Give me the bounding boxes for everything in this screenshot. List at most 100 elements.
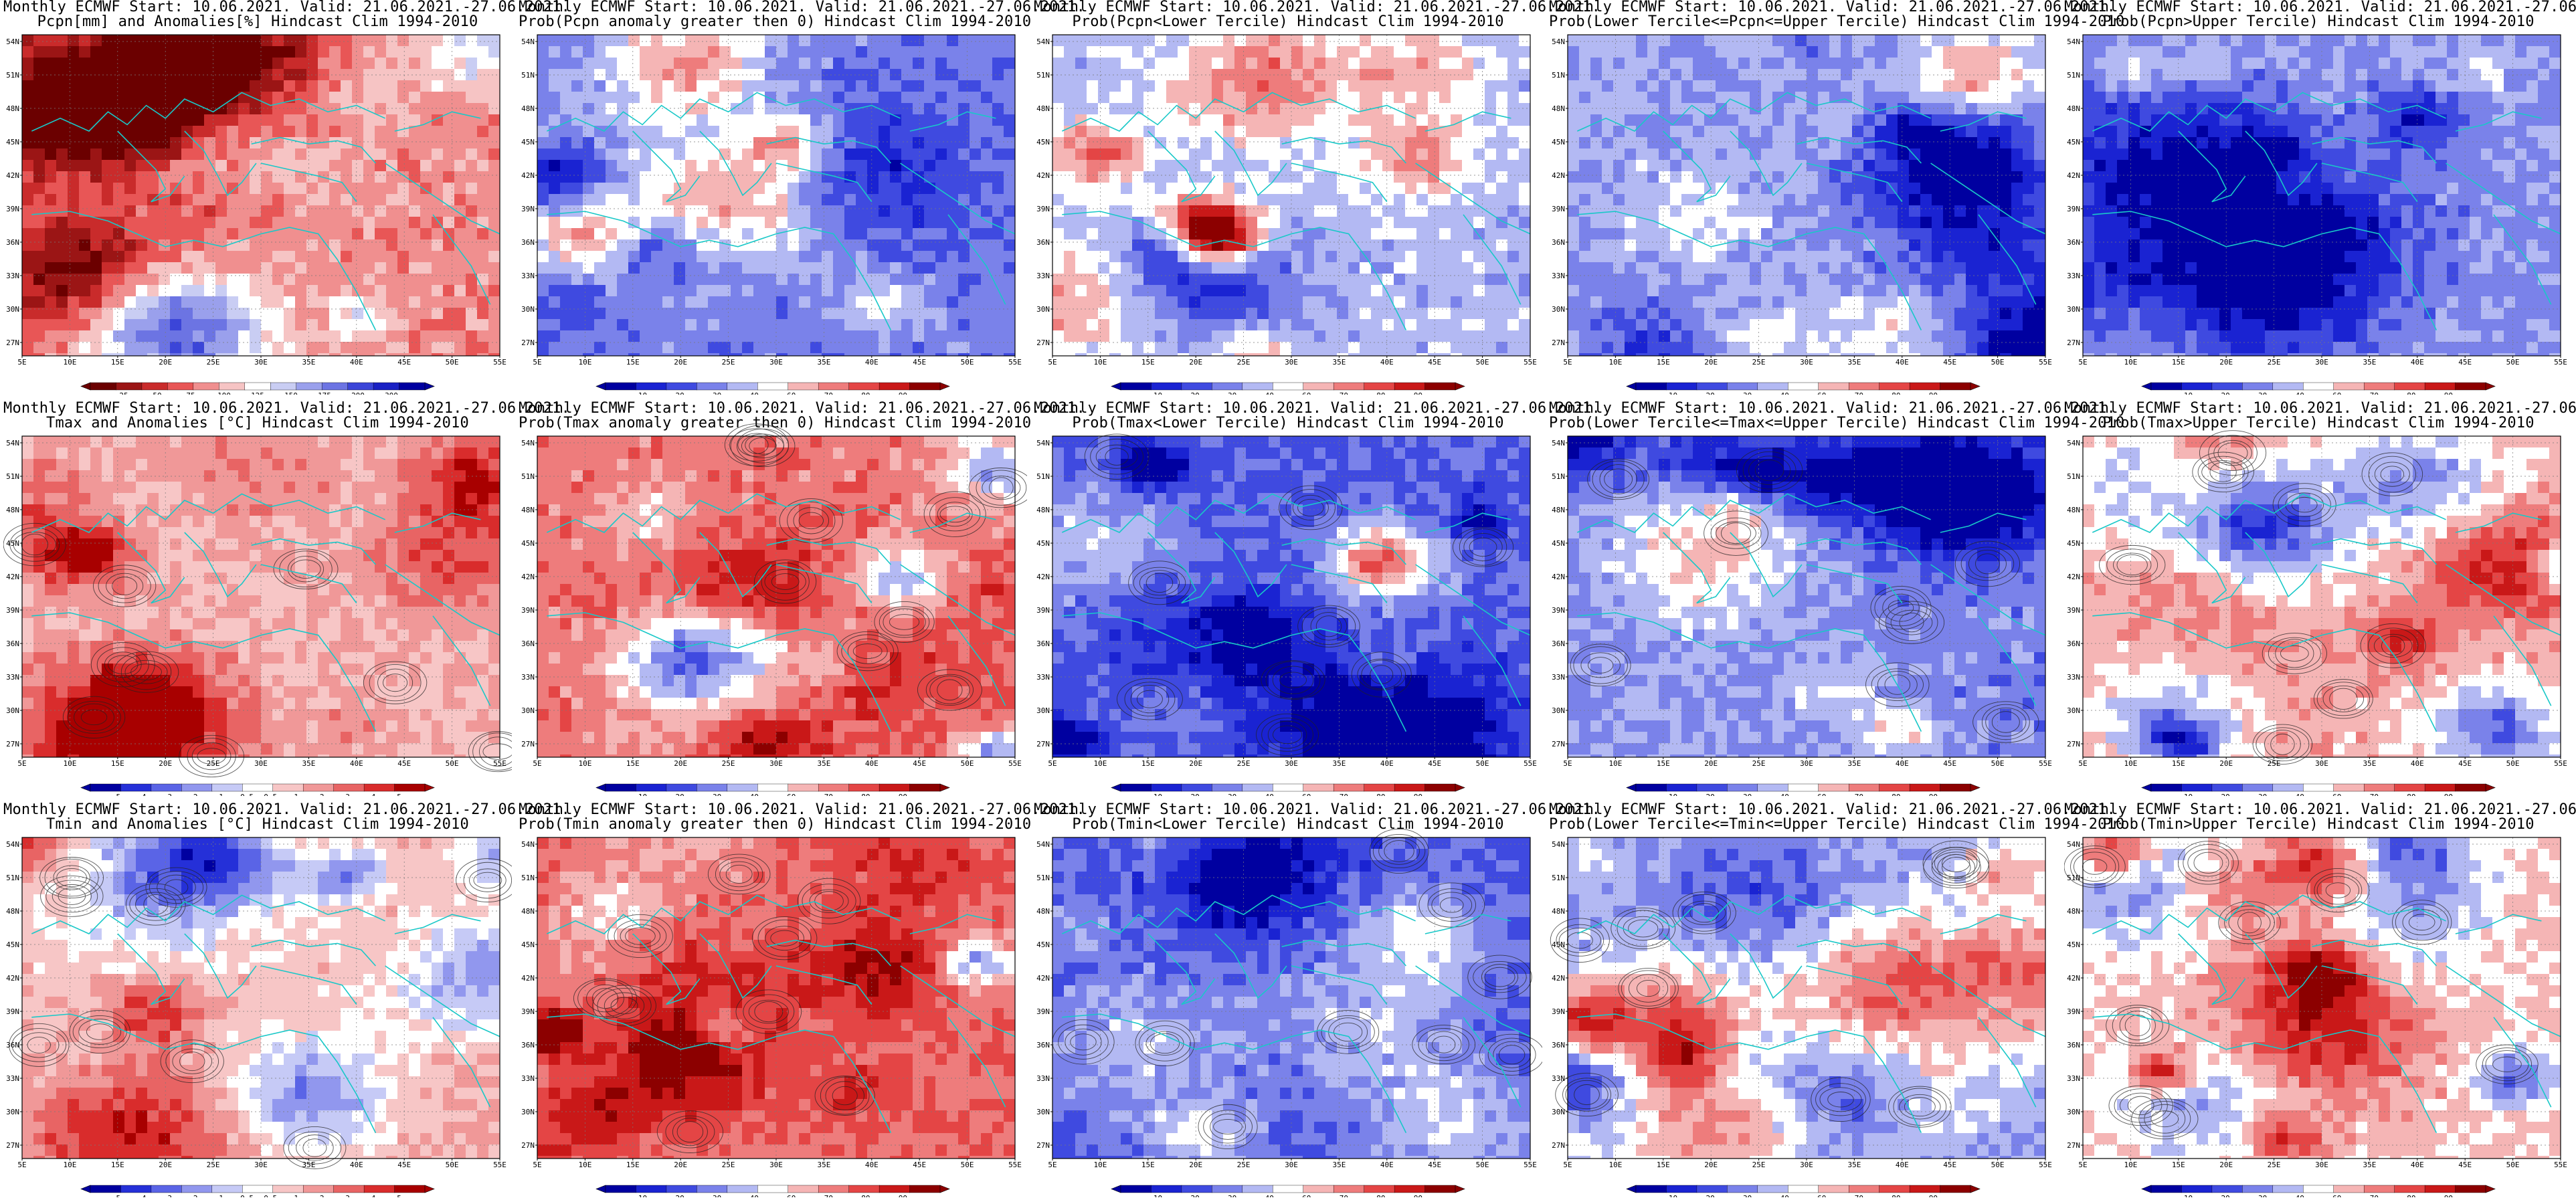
map-grid-cell <box>1496 330 1508 342</box>
map-grid-cell <box>1841 58 1853 70</box>
map-grid-cell <box>765 239 777 252</box>
map-grid-cell <box>1829 217 1841 229</box>
map-grid-cell <box>742 148 754 161</box>
map-grid-cell <box>901 262 913 274</box>
map-grid-cell <box>1246 274 1258 286</box>
map-grid-cell <box>1394 114 1406 126</box>
map-grid-cell <box>1189 160 1201 172</box>
map-grid-cell <box>375 35 387 47</box>
map-grid-cell <box>79 148 91 161</box>
map-grid-cell <box>136 251 148 263</box>
map-grid-cell <box>571 274 583 286</box>
map-grid-cell <box>571 205 583 217</box>
map-grid-cell <box>674 330 686 342</box>
map-grid-cell <box>970 308 982 320</box>
map-grid-cell <box>856 194 868 206</box>
map-grid-cell <box>1325 160 1338 172</box>
map-grid-cell <box>204 69 216 81</box>
map-grid-cell <box>397 262 409 274</box>
map-grid-cell <box>2023 239 2035 252</box>
map-grid-cell <box>454 217 466 229</box>
map-grid-cell <box>560 126 572 138</box>
map-grid-cell <box>765 92 777 104</box>
map-grid-cell <box>992 239 1004 252</box>
map-grid-cell <box>844 137 856 149</box>
map-grid-cell <box>685 46 697 58</box>
map-grid-cell <box>856 319 868 331</box>
map-grid-cell <box>1291 217 1303 229</box>
map-grid-cell <box>1636 171 1648 183</box>
map-grid-cell <box>238 274 250 286</box>
map-grid-cell <box>1943 330 1955 342</box>
map-grid-cell <box>1841 103 1853 115</box>
map-grid-cell <box>1314 58 1326 70</box>
map-grid-cell <box>1761 137 1773 149</box>
map-grid-cell <box>1625 251 1637 263</box>
map-grid-cell <box>306 183 318 195</box>
map-grid-cell <box>1280 148 1292 161</box>
map-grid-cell <box>113 251 125 263</box>
map-grid-cell <box>594 353 606 356</box>
map-grid-cell <box>386 239 398 252</box>
map-grid-cell <box>1818 239 1830 252</box>
map-grid-cell <box>1863 296 1875 308</box>
map-grid-cell <box>901 353 913 356</box>
map-grid-cell <box>879 251 891 263</box>
map-grid-cell <box>1579 46 1591 58</box>
map-grid-cell <box>488 103 500 115</box>
map-grid-cell <box>1943 46 1955 58</box>
map-grid-cell <box>375 228 387 240</box>
map-grid-cell <box>822 353 834 356</box>
map-grid-cell <box>628 228 640 240</box>
map-grid-cell <box>1291 148 1303 161</box>
map-grid-cell <box>685 92 697 104</box>
map-grid-cell <box>1989 319 2001 331</box>
map-grid-cell <box>1579 251 1591 263</box>
map-grid-cell <box>606 239 618 252</box>
map-grid-cell <box>2011 194 2023 206</box>
map-grid-cell <box>181 205 193 217</box>
map-grid-cell <box>1966 137 1978 149</box>
map-grid-cell <box>1636 274 1648 286</box>
map-grid-cell <box>250 92 262 104</box>
map-grid-cell <box>1670 103 1682 115</box>
map-grid-cell <box>193 262 205 274</box>
map-grid-cell <box>1507 251 1520 263</box>
map-grid-cell <box>970 58 982 70</box>
map-grid-cell <box>1155 137 1167 149</box>
map-grid-cell <box>1143 285 1156 297</box>
map-grid-cell <box>306 251 318 263</box>
map-grid-cell <box>1451 262 1463 274</box>
map-grid-cell <box>1852 262 1864 274</box>
map-grid-cell <box>1269 137 1281 149</box>
map-grid-cell <box>215 239 227 252</box>
map-grid-cell <box>1636 137 1648 149</box>
map-grid-cell <box>1394 262 1406 274</box>
map-grid-cell <box>1246 194 1258 206</box>
map-grid-cell <box>1519 126 1530 138</box>
map-grid-cell <box>1954 296 1966 308</box>
map-grid-cell <box>628 308 640 320</box>
map-grid-cell <box>193 183 205 195</box>
map-grid-cell <box>890 308 902 320</box>
colorbar-label: 60 <box>1302 391 1311 395</box>
map-grid-cell <box>628 319 640 331</box>
map-grid-cell <box>1829 262 1841 274</box>
lon-tick-label: 35E <box>302 358 315 367</box>
map-grid-cell <box>1098 103 1110 115</box>
map-grid-cell <box>992 183 1004 195</box>
map-grid-cell <box>1920 239 1932 252</box>
map-grid-cell <box>22 274 34 286</box>
map-grid-cell <box>272 183 284 195</box>
map-grid-cell <box>1681 239 1693 252</box>
map-grid-cell <box>867 69 879 81</box>
lon-tick-label: 30E <box>254 358 268 367</box>
map-grid-cell <box>765 171 777 183</box>
map-grid-cell <box>1416 353 1429 356</box>
map-grid-cell <box>1314 285 1326 297</box>
map-grid-cell <box>1590 194 1602 206</box>
map-grid-cell <box>844 114 856 126</box>
map-grid-cell <box>890 171 902 183</box>
map-grid-cell <box>1932 205 1944 217</box>
map-grid-cell <box>1625 274 1637 286</box>
